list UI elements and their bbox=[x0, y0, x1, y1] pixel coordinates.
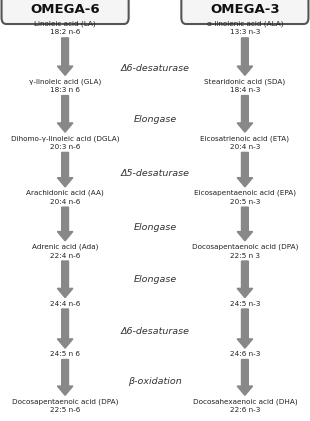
Text: 22:4 n-6: 22:4 n-6 bbox=[50, 253, 80, 258]
Text: 20:4 n-3: 20:4 n-3 bbox=[230, 144, 260, 150]
FancyBboxPatch shape bbox=[2, 0, 129, 24]
FancyArrow shape bbox=[57, 207, 73, 241]
FancyArrow shape bbox=[237, 152, 253, 187]
FancyArrow shape bbox=[57, 152, 73, 187]
Text: α-linolenic acid (ALA): α-linolenic acid (ALA) bbox=[207, 21, 283, 27]
Text: 20:5 n-3: 20:5 n-3 bbox=[230, 199, 260, 205]
Text: 18:4 n-3: 18:4 n-3 bbox=[230, 87, 260, 93]
Text: 13:3 n-3: 13:3 n-3 bbox=[230, 29, 260, 35]
FancyArrow shape bbox=[57, 38, 73, 75]
Text: Elongase: Elongase bbox=[133, 223, 177, 232]
Text: Linoleic acid (LA): Linoleic acid (LA) bbox=[34, 21, 96, 27]
FancyArrow shape bbox=[57, 360, 73, 395]
Text: 20:4 n-6: 20:4 n-6 bbox=[50, 199, 80, 205]
FancyArrow shape bbox=[237, 261, 253, 298]
Text: Arachidonic acid (AA): Arachidonic acid (AA) bbox=[26, 190, 104, 197]
Text: Docosapentaenoic acid (DPA): Docosapentaenoic acid (DPA) bbox=[192, 244, 298, 250]
FancyArrow shape bbox=[57, 309, 73, 348]
Text: Elongase: Elongase bbox=[133, 275, 177, 285]
Text: 22:5 n 3: 22:5 n 3 bbox=[230, 253, 260, 258]
Text: 24:5 n-3: 24:5 n-3 bbox=[230, 301, 260, 307]
Text: Eicosapentaenoic acid (EPA): Eicosapentaenoic acid (EPA) bbox=[194, 190, 296, 197]
Text: γ-linoleic acid (GLA): γ-linoleic acid (GLA) bbox=[29, 78, 101, 85]
Text: 20:3 n-6: 20:3 n-6 bbox=[50, 144, 80, 150]
Text: OMEGA-3: OMEGA-3 bbox=[210, 3, 280, 16]
FancyArrow shape bbox=[237, 96, 253, 132]
Text: 24:6 n-3: 24:6 n-3 bbox=[230, 352, 260, 357]
Text: 22:5 n-6: 22:5 n-6 bbox=[50, 407, 80, 413]
Text: Docosapentaenoic acid (DPA): Docosapentaenoic acid (DPA) bbox=[12, 398, 118, 405]
Text: 22:6 n-3: 22:6 n-3 bbox=[230, 407, 260, 413]
FancyArrow shape bbox=[237, 309, 253, 348]
Text: β-oxidation: β-oxidation bbox=[128, 377, 182, 386]
Text: Docosahexaenoic acid (DHA): Docosahexaenoic acid (DHA) bbox=[193, 398, 297, 405]
Text: Dihomo-γ-linoleic acid (DGLA): Dihomo-γ-linoleic acid (DGLA) bbox=[11, 135, 119, 142]
Text: OMEGA-6: OMEGA-6 bbox=[30, 3, 100, 16]
Text: 24:4 n-6: 24:4 n-6 bbox=[50, 301, 80, 307]
FancyArrow shape bbox=[57, 261, 73, 298]
FancyArrow shape bbox=[237, 360, 253, 395]
FancyBboxPatch shape bbox=[181, 0, 308, 24]
Text: Eicosatrienoic acid (ETA): Eicosatrienoic acid (ETA) bbox=[200, 135, 290, 142]
Text: Elongase: Elongase bbox=[133, 115, 177, 125]
Text: Δ5-desaturase: Δ5-desaturase bbox=[121, 169, 189, 179]
Text: Δ6-desaturase: Δ6-desaturase bbox=[121, 327, 189, 336]
Text: Δ6-desaturase: Δ6-desaturase bbox=[121, 64, 189, 73]
Text: Stearidonic acid (SDA): Stearidonic acid (SDA) bbox=[204, 78, 286, 85]
FancyArrow shape bbox=[237, 38, 253, 75]
Text: 18:3 n 6: 18:3 n 6 bbox=[50, 87, 80, 93]
Text: 18:2 n-6: 18:2 n-6 bbox=[50, 29, 80, 35]
Text: 24:5 n 6: 24:5 n 6 bbox=[50, 352, 80, 357]
Text: Adrenic acid (Ada): Adrenic acid (Ada) bbox=[32, 244, 98, 250]
FancyArrow shape bbox=[237, 207, 253, 241]
FancyArrow shape bbox=[57, 96, 73, 132]
